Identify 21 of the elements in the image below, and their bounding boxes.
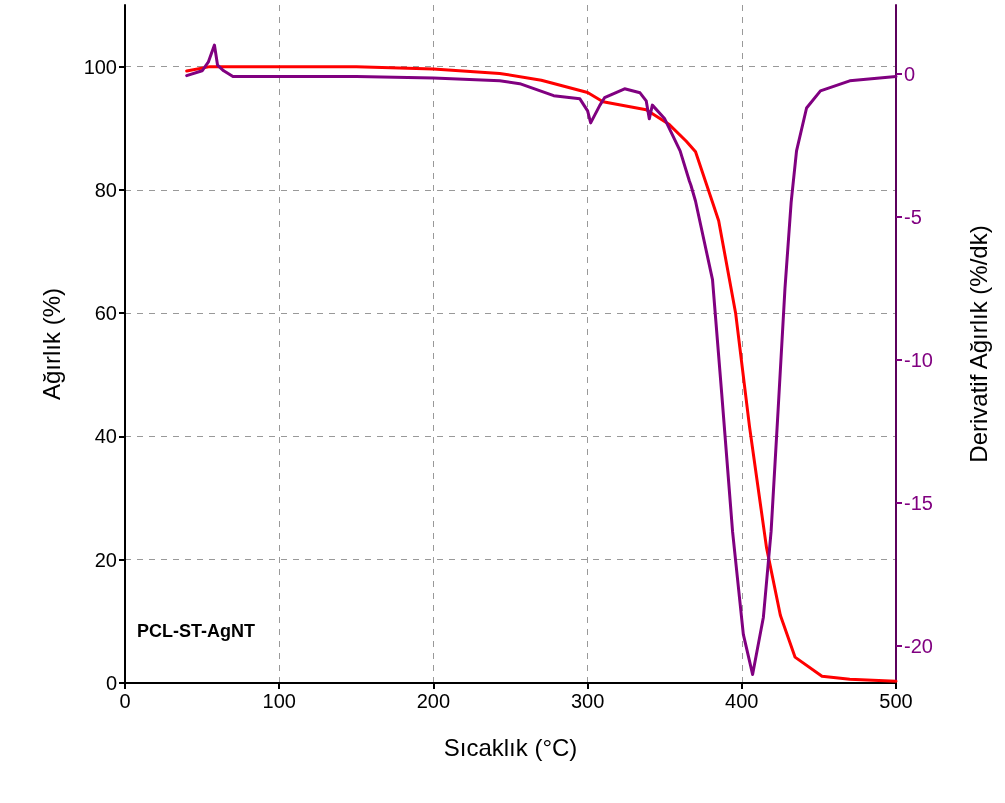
y2-tick-label: -10: [904, 348, 933, 371]
y2-tick-label: -15: [904, 491, 933, 514]
x-tick-label: 100: [262, 690, 296, 712]
y2-tick-label: 0: [904, 62, 916, 85]
y-tick-label: 20: [94, 548, 117, 571]
x-tick-label: 200: [416, 690, 451, 712]
y2-tick-label: -5: [904, 205, 922, 228]
y-tick-label: 0: [105, 672, 117, 694]
x-axis-title: Sıcaklık (°C): [443, 733, 578, 761]
x-tick-label: 300: [570, 690, 605, 712]
y-tick-label: 80: [94, 178, 117, 201]
y2-tick-label: -20: [904, 634, 933, 657]
y2-axis-title: Derivatif Ağırlık (%/dk): [964, 225, 992, 463]
x-tick-label: 500: [879, 690, 913, 712]
y-tick-label: 40: [94, 425, 117, 448]
y-axis-title: Ağırlık (%): [37, 287, 65, 401]
annotation: PCL-ST-AgNT: [137, 621, 255, 641]
x-tick-label: 400: [725, 690, 759, 712]
y-tick-label: 60: [94, 302, 117, 325]
x-tick-label: 0: [119, 690, 131, 712]
y-tick-label: 100: [83, 55, 117, 78]
